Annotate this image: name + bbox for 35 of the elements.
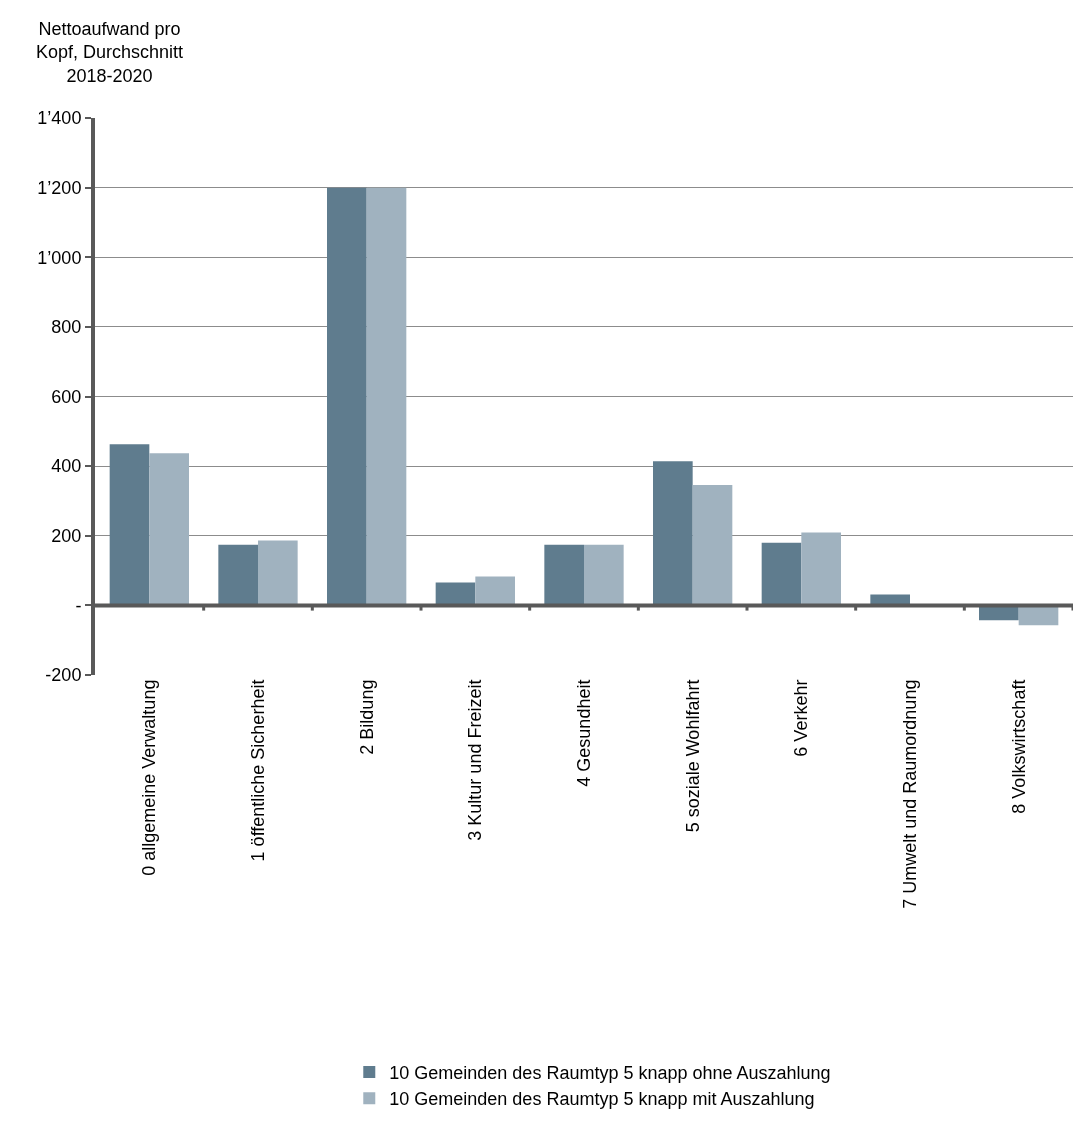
y-tick-label: -200 [45,665,82,686]
bar [109,444,150,606]
bar [653,461,693,606]
y-tick-label: 400 [51,456,82,477]
legend-label: 10 Gemeinden des Raumtyp 5 knapp ohne Auszahlung [389,1062,831,1083]
legend-label: 10 Gemeinden des Raumtyp 5 knapp mit Auszahlung [389,1089,815,1110]
x-tick-label: 4 Gesundheit [573,679,594,787]
bar [584,544,624,606]
x-tick-label: 3 Kultur und Freizeit [465,679,486,841]
bar [218,544,258,606]
bar [149,453,189,606]
x-tick-label: 2 Bildung [356,679,377,755]
bar [435,582,476,606]
y-axis-title: Nettoaufwand pro Kopf, Durchschnitt 2018-2020 [36,19,184,86]
bar [258,540,298,606]
x-tick-label: 6 Verkehr [791,679,812,757]
x-tick-label: 8 Volkswirtschaft [1008,679,1029,814]
y-tick-label: 800 [51,317,82,338]
y-tick-label: 1’400 [37,108,82,129]
bar [801,532,841,606]
bar [692,484,733,606]
bar [761,542,802,606]
bar [366,187,407,606]
bar [327,187,367,606]
x-tick-label: 1 öffentliche Sicherheit [247,679,268,862]
y-tick-label: 200 [51,526,82,547]
y-tick-label: 1’000 [37,247,82,268]
y-tick-label: 1’200 [37,177,82,198]
y-tick-label: - [75,595,82,616]
x-tick-label: 0 allgemeine Verwaltung [139,679,160,876]
y-tick-label: 600 [51,386,82,407]
bar [544,544,584,606]
x-tick-label: 5 soziale Wohlfahrt [682,679,703,833]
bar [475,576,515,606]
x-tick-label: 7 Umwelt und Raumordnung [899,679,920,909]
